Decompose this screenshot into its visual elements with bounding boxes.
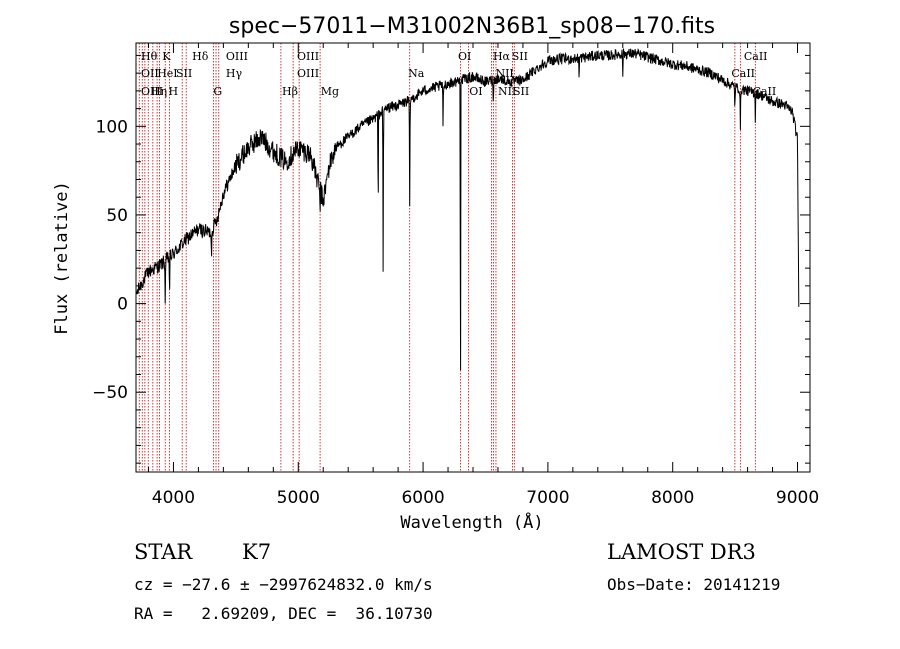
- y-tick-label-0: −50: [92, 383, 128, 403]
- y-tick-label-2: 50: [106, 206, 128, 226]
- object-subclass: K7: [242, 540, 272, 564]
- line-label-8: CaII: [744, 50, 768, 63]
- line-label-19: H: [168, 85, 178, 98]
- object-class: STAR: [134, 540, 193, 564]
- x-tick-label-5: 9000: [776, 488, 819, 508]
- observation-date: Obs−Date: 20141219: [607, 575, 781, 594]
- axis-ticks: 4000 5000 6000 7000 8000 9000 −50 0 50 100: [92, 43, 819, 508]
- line-label-16: CaII: [731, 67, 755, 80]
- y-axis-label: Flux (relative): [52, 181, 72, 335]
- line-label-11: SII: [176, 67, 192, 80]
- y-tick-label-1: 0: [117, 295, 128, 315]
- survey-name: LAMOST DR3: [607, 540, 756, 564]
- line-label-2: Hδ: [192, 50, 209, 63]
- line-label-21: Hβ: [282, 85, 298, 98]
- line-label-18: Hη: [151, 85, 167, 98]
- chart-title: spec−57011−M31002N36B1_sp08−170.fits: [229, 14, 715, 39]
- plot-frame: [135, 42, 811, 473]
- line-label-12: Hγ: [226, 67, 243, 80]
- x-axis-label: Wavelength (Å): [400, 511, 543, 533]
- line-label-24: NII: [498, 85, 516, 98]
- line-label-10: HeI: [157, 67, 177, 80]
- x-tick-label-4: 8000: [651, 488, 694, 508]
- line-markers: [138, 43, 756, 472]
- coordinates-line: RA = 2.69209, DEC = 36.10730: [134, 604, 433, 623]
- x-tick-label-3: 7000: [526, 488, 569, 508]
- line-label-1: K: [162, 50, 171, 63]
- line-label-25: SII: [513, 85, 529, 98]
- line-label-4: OIII: [297, 50, 319, 63]
- line-label-3: OIII: [226, 50, 248, 63]
- line-label-20: G: [213, 85, 222, 98]
- line-label-22: Mg: [321, 85, 339, 98]
- line-label-13: OIII: [297, 67, 319, 80]
- y-tick-label-3: 100: [96, 117, 128, 137]
- line-label-9: OII: [141, 67, 159, 80]
- line-label-17: OIII: [141, 85, 163, 98]
- line-label-7: SII: [512, 50, 528, 63]
- redshift-line: cz = −27.6 ± −2997624832.0 km/s: [134, 575, 433, 594]
- line-label-14: Na: [408, 67, 425, 80]
- line-label-23: OI: [469, 85, 482, 98]
- x-tick-label-0: 4000: [152, 488, 195, 508]
- line-label-0: Hθ: [141, 50, 158, 63]
- spectrum-line: [135, 48, 800, 371]
- line-label-5: OI: [458, 50, 471, 63]
- x-tick-label-2: 6000: [401, 488, 444, 508]
- x-tick-label-1: 5000: [277, 488, 320, 508]
- line-label-6: Hα: [493, 50, 511, 63]
